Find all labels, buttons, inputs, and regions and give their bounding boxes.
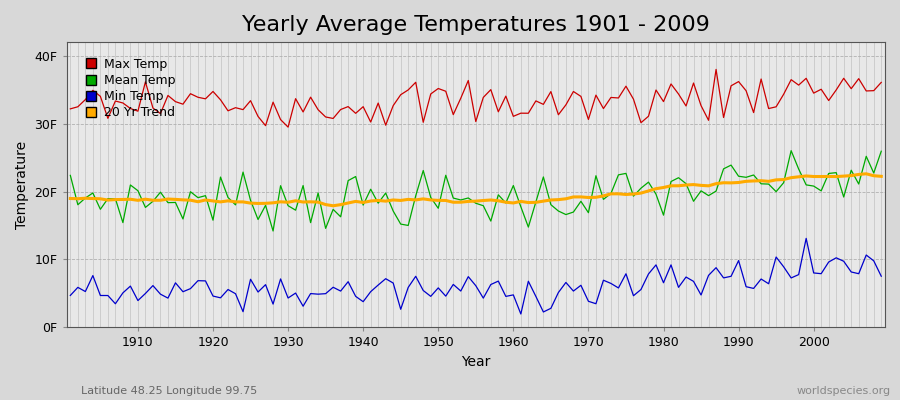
Text: Latitude 48.25 Longitude 99.75: Latitude 48.25 Longitude 99.75 — [81, 386, 257, 396]
Title: Yearly Average Temperatures 1901 - 2009: Yearly Average Temperatures 1901 - 2009 — [242, 15, 710, 35]
X-axis label: Year: Year — [461, 355, 491, 369]
Legend: Max Temp, Mean Temp, Min Temp, 20 Yr Trend: Max Temp, Mean Temp, Min Temp, 20 Yr Tre… — [81, 54, 179, 123]
Y-axis label: Temperature: Temperature — [15, 141, 29, 229]
Text: worldspecies.org: worldspecies.org — [796, 386, 891, 396]
